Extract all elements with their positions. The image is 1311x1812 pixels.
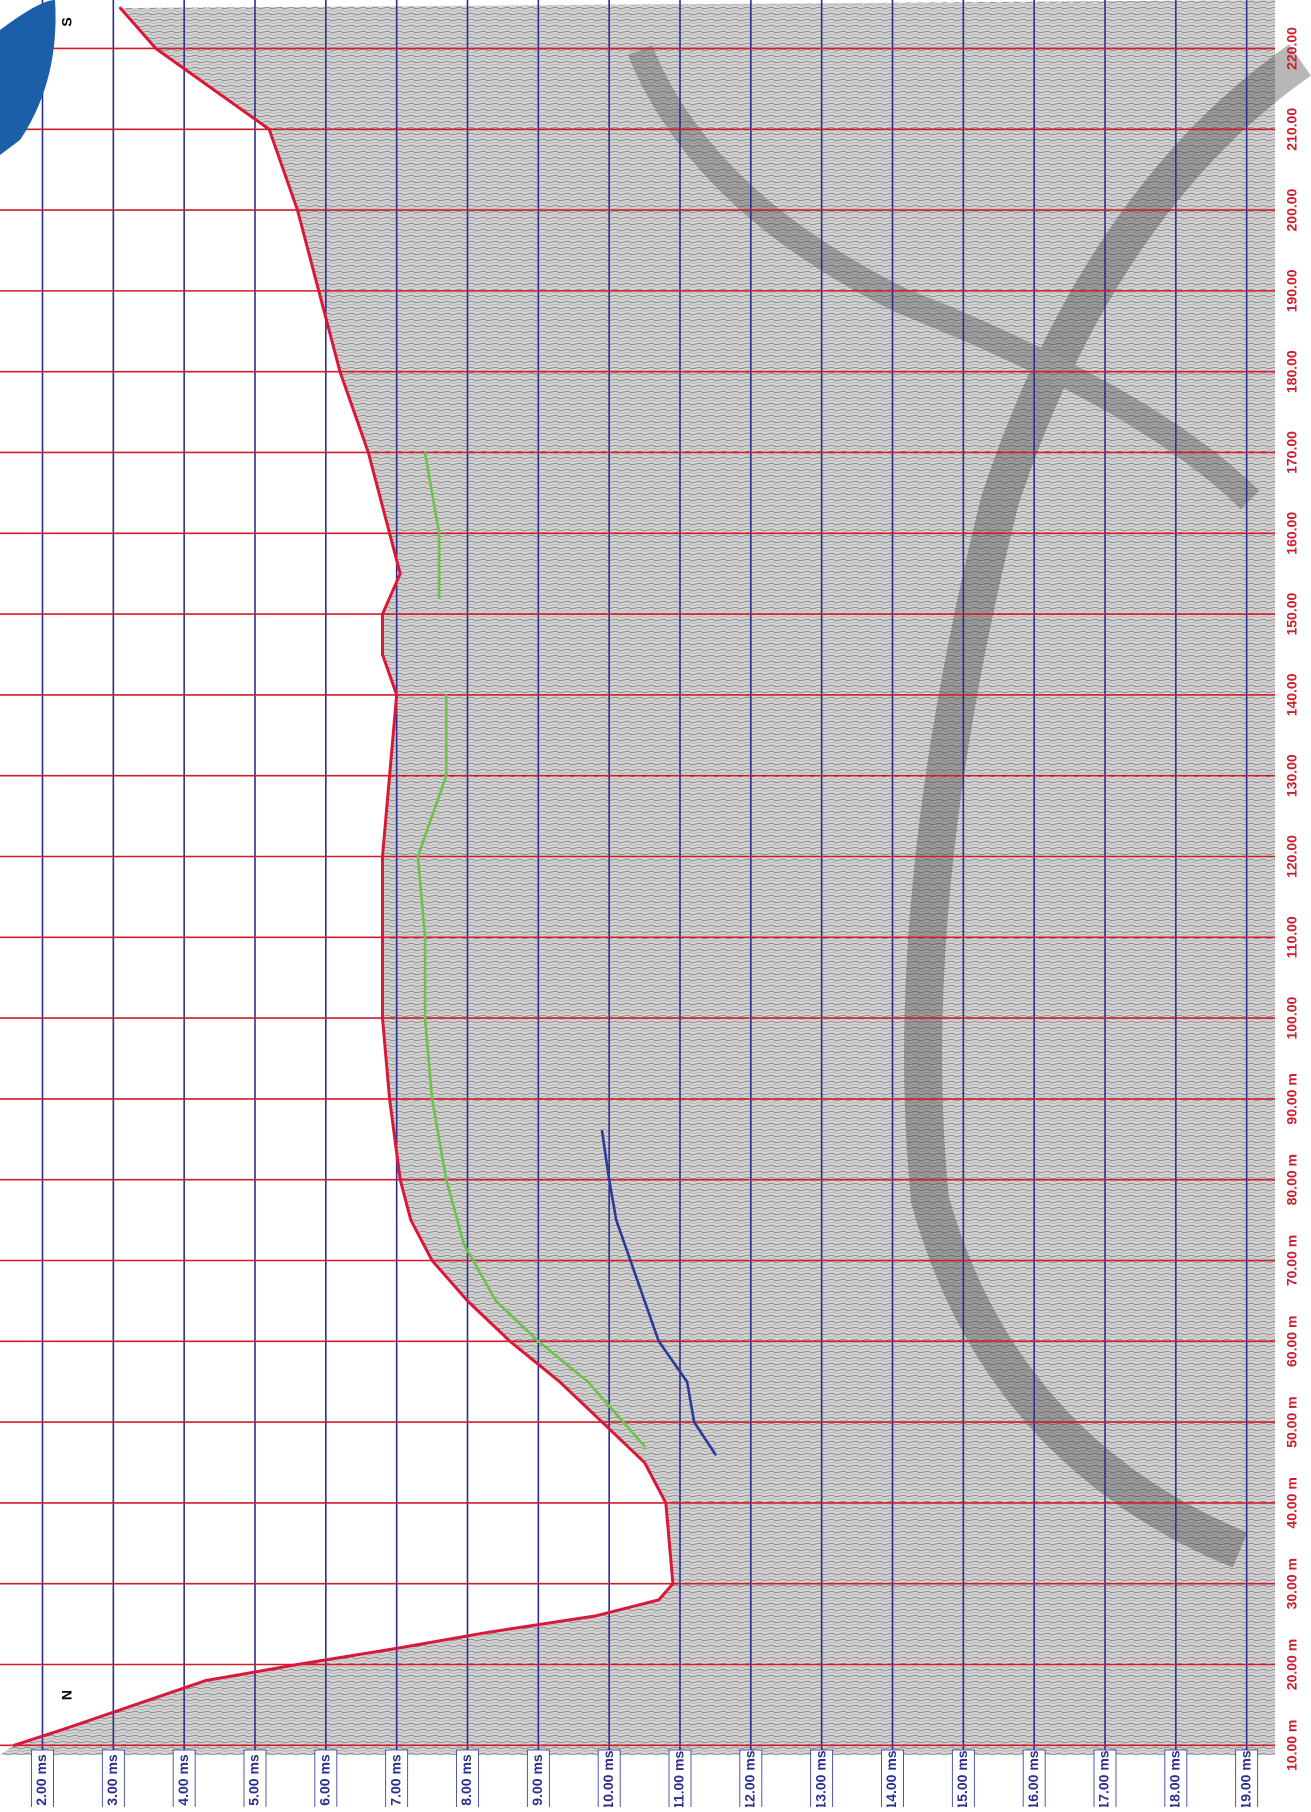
distance-tick-label: 200.00 <box>1284 188 1300 231</box>
time-tick-label: 13.00 ms <box>812 1750 828 1807</box>
distance-tick-label: 210.00 <box>1284 108 1300 151</box>
time-tick-label: 17.00 ms <box>1096 1750 1112 1807</box>
distance-tick-label: 80.00 m <box>1284 1154 1300 1205</box>
distance-tick-label: 190.00 <box>1284 269 1300 312</box>
distance-tick-label: 220.00 <box>1284 27 1300 70</box>
time-tick-label: 2.00 ms <box>33 1754 49 1806</box>
distance-tick-label: 120.00 <box>1284 835 1300 878</box>
time-tick-label: 15.00 ms <box>954 1750 970 1807</box>
distance-tick-label: 70.00 m <box>1284 1235 1300 1286</box>
distance-tick-label: 100.00 <box>1284 996 1300 1039</box>
distance-tick-label: 140.00 <box>1284 673 1300 716</box>
distance-tick-label: 50.00 m <box>1284 1396 1300 1447</box>
time-tick-label: 7.00 ms <box>387 1754 403 1806</box>
time-tick-label: 5.00 ms <box>246 1754 262 1806</box>
time-tick-label: 9.00 ms <box>529 1754 545 1806</box>
distance-tick-label: 110.00 <box>1284 916 1300 958</box>
horizon-line <box>12 6 675 1747</box>
distance-tick-label: 10.00 m <box>1284 1720 1300 1771</box>
distance-tick-label: 170.00 <box>1284 431 1300 474</box>
time-tick-label: 8.00 ms <box>458 1754 474 1806</box>
distance-tick-label: 60.00 m <box>1284 1316 1300 1367</box>
horizon-line <box>600 1129 717 1456</box>
time-tick-label: 12.00 ms <box>742 1750 758 1807</box>
distance-tick-label: 160.00 <box>1284 512 1300 555</box>
seismic-reflectors <box>627 44 1311 1568</box>
time-tick-label: 4.00 ms <box>175 1754 191 1806</box>
distance-tick-label: 30.00 m <box>1284 1558 1300 1609</box>
distance-tick-label: 130.00 <box>1284 754 1300 797</box>
distance-tick-label: 40.00 m <box>1284 1477 1300 1528</box>
horizon-line <box>416 451 646 1448</box>
distance-tick-label: 180.00 <box>1284 350 1300 393</box>
time-tick-label: 10.00 ms <box>600 1750 616 1807</box>
distance-tick-label: 20.00 m <box>1284 1639 1300 1690</box>
time-tick-label: 6.00 ms <box>317 1754 333 1806</box>
distance-tick-label: 150.00 <box>1284 592 1300 635</box>
time-tick-label: 3.00 ms <box>104 1754 120 1806</box>
time-tick-label: 18.00 ms <box>1167 1750 1183 1807</box>
distance-tick-label: 90.00 m <box>1284 1073 1300 1124</box>
south-label: S <box>59 17 75 26</box>
logo <box>0 0 56 155</box>
north-label: N <box>59 1690 75 1700</box>
time-tick-label: 11.00 ms <box>671 1751 687 1807</box>
time-tick-label: 14.00 ms <box>883 1750 899 1807</box>
sediment-fill <box>0 0 1275 1755</box>
time-tick-label: 19.00 ms <box>1237 1750 1253 1807</box>
time-tick-label: 16.00 ms <box>1025 1750 1041 1807</box>
